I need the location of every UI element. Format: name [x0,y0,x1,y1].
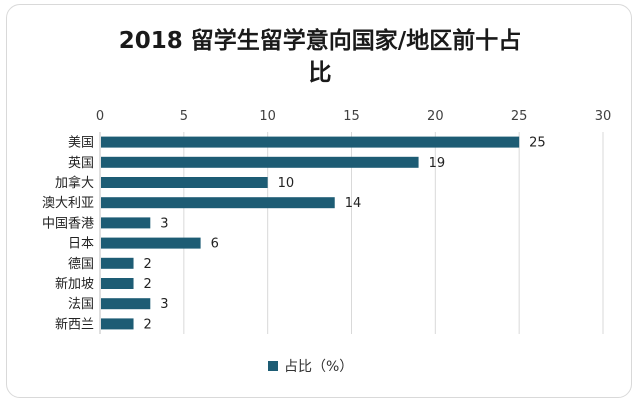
chart-title-line1: 2018 留学生留学意向国家/地区前十占 [118,28,522,54]
category-label: 澳大利亚 [42,195,94,211]
bar [101,197,335,209]
bar [101,278,134,289]
bar [101,318,134,330]
category-label: 中国香港 [42,216,94,231]
bar [101,237,201,249]
bar [101,217,151,229]
category-label: 英国 [68,156,94,171]
legend-label: 占比（%） [284,359,354,375]
data-label: 2 [144,317,152,332]
bar [101,156,419,168]
category-label: 新西兰 [55,316,94,332]
x-axis-ticks: 0 5 10 15 20 25 30 [96,109,611,124]
data-label: 2 [144,277,152,292]
x-tick-label: 0 [96,109,104,124]
legend: 占比（%） [268,356,353,376]
data-label: 19 [429,156,446,171]
bars [101,136,520,330]
data-label: 3 [160,216,168,231]
data-label: 14 [345,196,362,211]
data-label: 3 [160,297,168,312]
x-tick-label: 25 [511,109,528,124]
data-label: 6 [211,237,219,252]
data-label: 25 [529,136,546,151]
category-label: 新加坡 [55,276,94,292]
legend-swatch [268,361,278,371]
category-label: 美国 [68,136,94,151]
bar [101,177,268,188]
data-label: 10 [278,176,295,191]
chart-title-line2: 比 [308,60,332,86]
x-tick-label: 30 [595,109,612,124]
data-label: 2 [144,257,152,272]
category-label: 日本 [68,237,94,252]
category-label: 德国 [68,257,94,272]
bar [101,136,520,148]
x-tick-label: 20 [427,109,444,124]
category-label: 法国 [68,297,94,312]
x-tick-label: 5 [180,109,188,124]
category-label: 加拿大 [55,175,94,191]
x-tick-label: 10 [259,109,276,124]
bar [101,257,134,269]
x-tick-label: 15 [343,109,360,124]
bar [101,298,151,310]
